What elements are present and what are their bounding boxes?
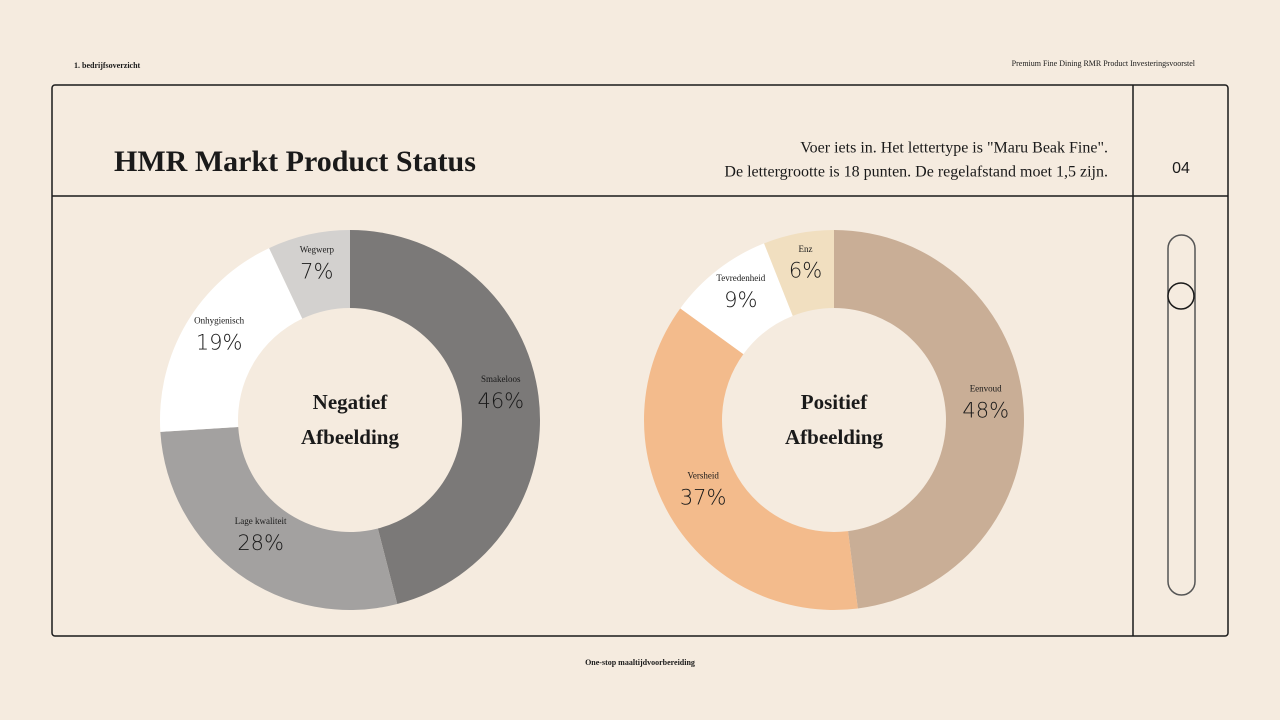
slice-value: 48% [962, 398, 1009, 422]
slice-name: Tevredenheid [716, 273, 765, 283]
slice-name: Lage kwaliteit [235, 516, 287, 526]
frame [51, 84, 1229, 637]
footer: One-stop maaltijdvoorbereiding [585, 658, 695, 667]
donut-slice [160, 427, 398, 610]
scroll-knob [1167, 282, 1195, 310]
description-line: Voer iets in. Het lettertype is "Maru Be… [800, 140, 1108, 157]
center-label: Negatief [313, 390, 389, 414]
section-label: 1. bedrijfsoverzicht [74, 61, 141, 70]
slice-value: 7% [300, 260, 333, 284]
donut-slice [764, 230, 834, 316]
slice-value: 46% [477, 389, 524, 413]
page-number: 04 [1172, 160, 1190, 177]
slide-title: HMR Markt Product Status [114, 145, 476, 178]
donut-slice [834, 230, 1025, 609]
slice-value: 28% [237, 531, 284, 555]
donut-slice [269, 230, 350, 319]
donut-slice [644, 308, 858, 610]
slice-value: 37% [680, 485, 727, 509]
donut-slice [160, 248, 303, 432]
slice-value: 6% [789, 259, 822, 283]
slice-name: Onhygienisch [194, 316, 244, 326]
slice-name: Wegwerp [300, 245, 335, 255]
center-label: Afbeelding [785, 425, 884, 449]
scroll-track [1167, 234, 1196, 596]
slice-name: Enz [799, 244, 813, 254]
slice-name: Eenvoud [970, 384, 1002, 394]
slice-value: 9% [724, 288, 757, 312]
slice-name: Smakeloos [481, 374, 521, 384]
slice-name: Versheid [687, 470, 719, 480]
donut-slice [680, 243, 793, 355]
deck-title: Premium Fine Dining RMR Product Invester… [1012, 59, 1196, 68]
center-label: Afbeelding [301, 425, 400, 449]
slice-value: 19% [196, 331, 243, 355]
description-line: De lettergrootte is 18 punten. De regela… [724, 164, 1108, 181]
donut-slice [350, 230, 541, 605]
center-label: Positief [801, 390, 868, 414]
